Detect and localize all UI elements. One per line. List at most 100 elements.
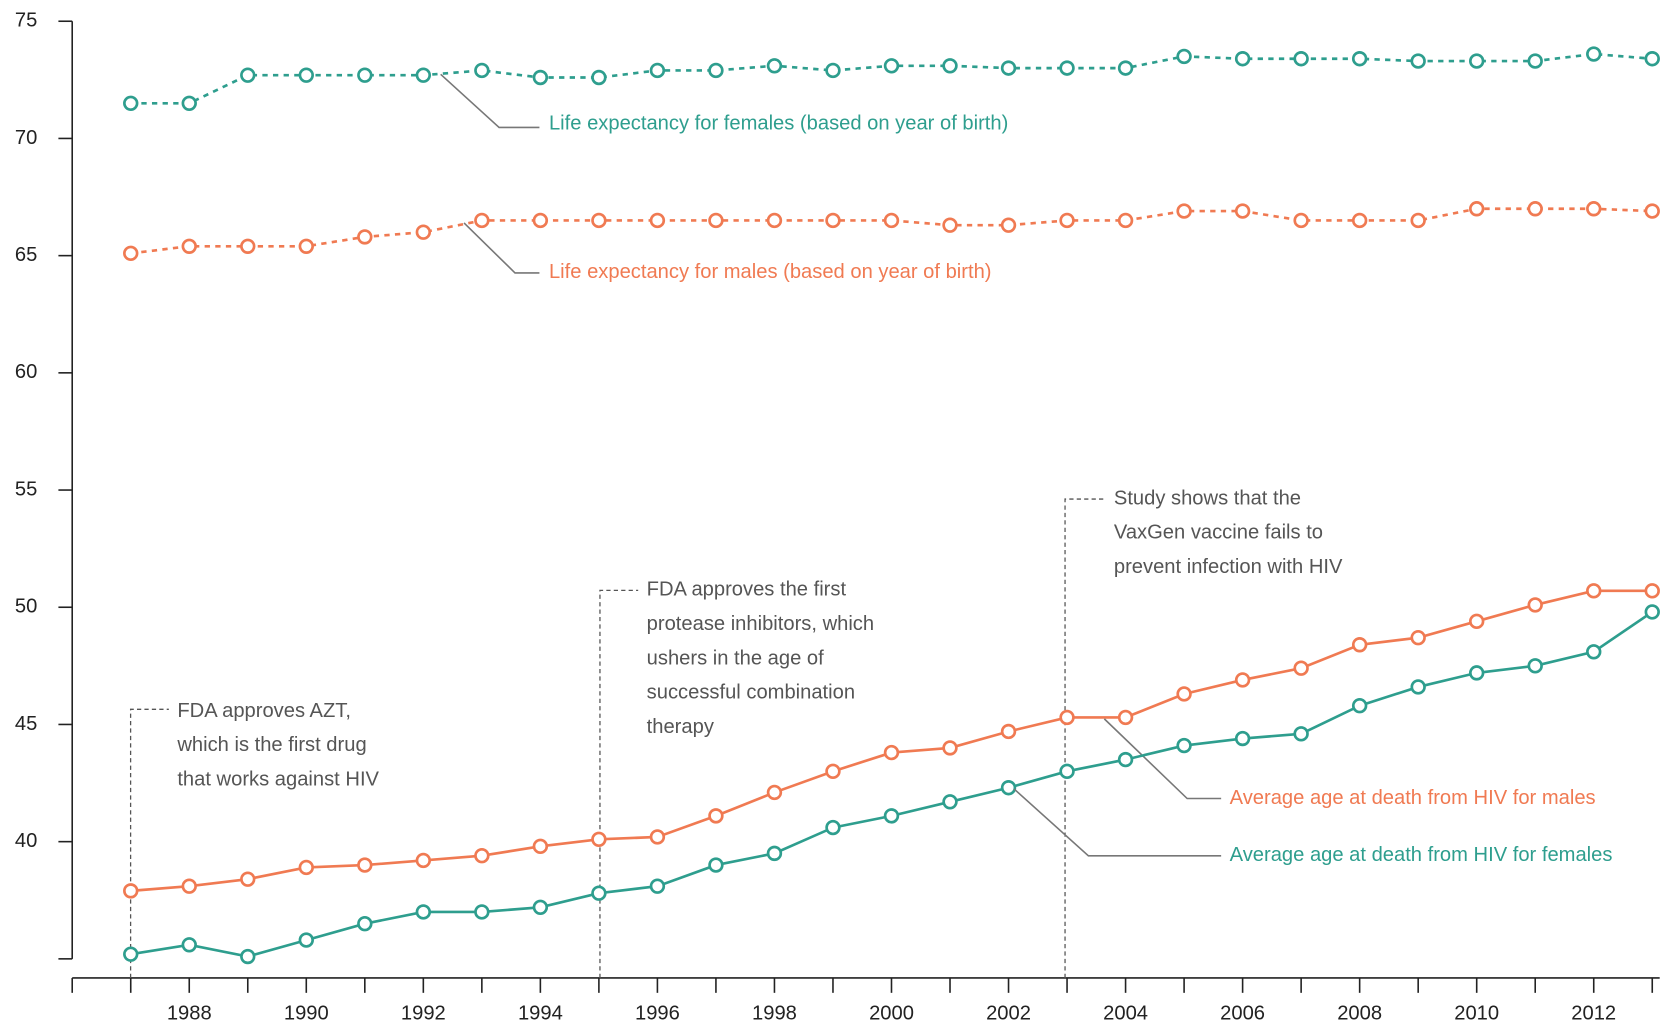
data-point [708,857,724,873]
x-tick-label: 1998 [752,1002,797,1024]
data-point [298,932,314,948]
data-point [825,819,841,836]
data-point [415,67,432,83]
series-label: Average age at death from HIV for males [1230,787,1596,809]
data-point [883,744,900,761]
data-point [474,212,490,229]
annotation-text: FDA approves the first [647,579,847,601]
data-point [766,845,783,862]
data-point [1059,709,1075,726]
data-point [532,838,549,855]
data-point [357,857,373,873]
data-point [649,829,666,845]
data-point [532,899,549,915]
data-point [181,937,197,953]
label-leader [1103,718,1222,800]
data-point [708,212,724,229]
data-point [883,808,900,824]
data-point [591,212,607,229]
annotation-leader [1064,498,1106,978]
data-point [298,67,314,83]
data-point [1527,201,1543,217]
data-point [942,740,958,756]
data-point [1293,212,1309,229]
data-point [1527,53,1543,69]
x-tick-label: 1990 [284,1002,329,1024]
data-point [1644,51,1660,67]
annotation-text: ushers in the age of [647,647,824,669]
data-point [825,763,841,780]
annotation-text: successful combination [647,682,855,704]
data-point [1234,672,1251,688]
data-point [415,904,432,920]
data-point [1468,53,1485,69]
data-point [942,217,958,233]
data-point [532,69,549,86]
data-point [1586,46,1602,62]
data-point [474,904,490,920]
data-point [1176,686,1192,702]
data-point [1000,60,1017,76]
data-point [1644,203,1660,219]
y-tick-label: 75 [15,10,37,32]
data-point [1468,665,1485,681]
data-point [357,229,373,245]
data-point [474,848,490,864]
data-point [1586,644,1602,660]
data-point [415,852,432,869]
data-point [591,885,607,901]
x-tick-label: 2000 [869,1002,914,1024]
x-tick-label: 2012 [1571,1002,1616,1024]
x-tick-label: 2004 [1103,1002,1148,1024]
data-point [1059,60,1075,76]
data-point [1644,604,1660,620]
data-point [1468,613,1485,630]
y-tick-label: 60 [15,361,37,383]
data-point [1468,201,1485,217]
data-point [708,808,724,824]
label-leader [1013,788,1222,857]
data-point [1644,583,1660,599]
label-leader [463,222,540,274]
data-point [825,212,841,229]
data-point [298,238,314,254]
x-tick-label: 1994 [518,1002,563,1024]
data-point [1176,48,1192,65]
x-tick-label: 2010 [1454,1002,1499,1024]
data-point [1351,698,1368,714]
series-label: Life expectancy for males (based on year… [549,261,992,283]
data-point [1117,709,1134,726]
data-point [1293,660,1309,676]
data-point [1234,730,1251,747]
data-point [123,245,139,261]
data-point [1410,679,1426,695]
data-point [1059,212,1075,229]
data-point [1410,212,1426,229]
data-point [1351,637,1368,653]
annotation-text: that works against HIV [177,768,379,790]
annotation-text: Study shows that the [1114,487,1301,509]
y-tick-label: 50 [15,596,37,618]
data-point [1000,780,1017,796]
data-point [1527,597,1543,613]
x-tick-label: 1992 [401,1002,446,1024]
annotation-text: protease inhibitors, which [647,613,874,635]
data-point [1059,763,1075,780]
data-point [942,58,958,74]
annotation-text: prevent infection with HIV [1114,556,1343,578]
data-point [1117,60,1134,76]
data-point [649,212,666,229]
y-tick-label: 55 [15,478,37,500]
data-point [123,883,139,899]
data-point [1410,630,1426,646]
x-tick-label: 2008 [1337,1002,1382,1024]
data-point [1410,53,1426,69]
data-point [1586,583,1602,599]
data-point [357,915,373,932]
y-tick-label: 70 [15,127,37,149]
annotation-leader [129,708,169,978]
data-point [1293,726,1309,742]
data-point [1117,751,1134,768]
data-point [240,67,256,83]
data-point [181,878,197,894]
